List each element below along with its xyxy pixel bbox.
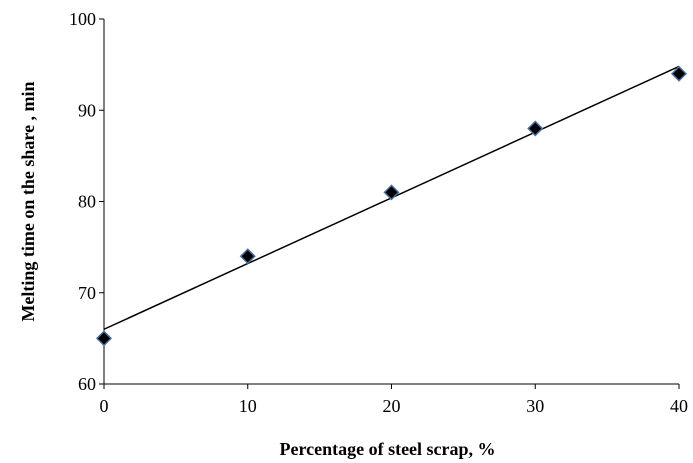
y-tick-label: 80 [78, 192, 96, 212]
x-tick-label: 20 [383, 396, 401, 416]
x-tick-label: 40 [670, 396, 688, 416]
x-axis-ticks: 0 10 20 30 40 [100, 384, 688, 416]
y-tick-label: 90 [78, 100, 96, 120]
y-tick-label: 60 [78, 374, 96, 394]
x-tick-label: 30 [526, 396, 544, 416]
y-axis-ticks: 60 70 80 90 100 [69, 9, 104, 394]
x-tick-label: 10 [239, 396, 257, 416]
y-axis-title: Melting time on the share , min [18, 81, 38, 321]
data-point [239, 248, 256, 265]
data-point [95, 330, 113, 347]
x-tick-label: 0 [100, 396, 109, 416]
data-point [383, 184, 400, 201]
data-point [670, 65, 688, 82]
y-tick-label: 70 [78, 283, 96, 303]
data-point [527, 120, 544, 137]
x-axis-title: Percentage of steel scrap, % [279, 439, 495, 459]
data-points [95, 65, 688, 347]
y-tick-label: 100 [69, 9, 96, 29]
